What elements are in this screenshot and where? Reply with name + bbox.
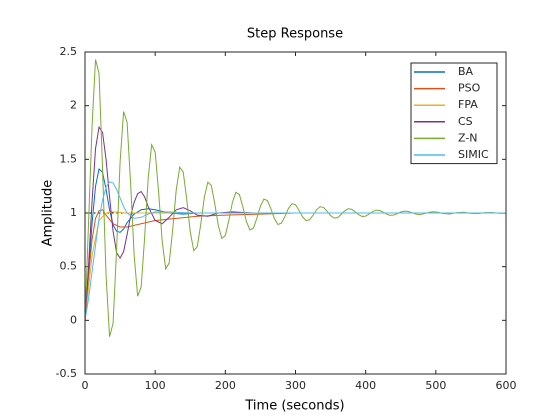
x-axis-label: Time (seconds) <box>244 399 344 414</box>
legend-label: CS <box>458 115 473 128</box>
x-tick-label: 400 <box>355 379 376 392</box>
axes-box <box>84 51 507 375</box>
x-tick-label: 300 <box>285 379 306 392</box>
y-tick-label: 0 <box>70 313 77 326</box>
x-tick-label: 600 <box>496 379 517 392</box>
x-tick-label: 100 <box>145 379 166 392</box>
legend-label: FPA <box>458 98 478 111</box>
legend-box <box>410 62 498 165</box>
legend-label: PSO <box>458 82 481 95</box>
series-line <box>84 125 506 321</box>
y-tick-label: 0.5 <box>60 260 78 273</box>
legend-label: BA <box>458 65 474 78</box>
y-tick-label: 2.5 <box>60 45 78 58</box>
legend-label: SIMIC <box>458 148 489 161</box>
legend-label: Z-N <box>458 131 478 144</box>
y-tick-label: -0.5 <box>56 367 77 380</box>
series-line <box>84 59 507 337</box>
series-line <box>84 168 506 321</box>
chart-title: Step Response <box>247 27 343 42</box>
y-tick-label: 1.5 <box>60 152 78 165</box>
series-line <box>84 209 506 321</box>
x-tick-label: 200 <box>215 379 236 392</box>
y-axis-label: Amplitude <box>41 180 56 247</box>
y-tick-label: 1 <box>70 206 77 219</box>
x-tick-label: 0 <box>82 379 89 392</box>
series-line <box>84 181 506 321</box>
x-tick-label: 500 <box>425 379 446 392</box>
y-tick-label: 2 <box>70 99 77 112</box>
